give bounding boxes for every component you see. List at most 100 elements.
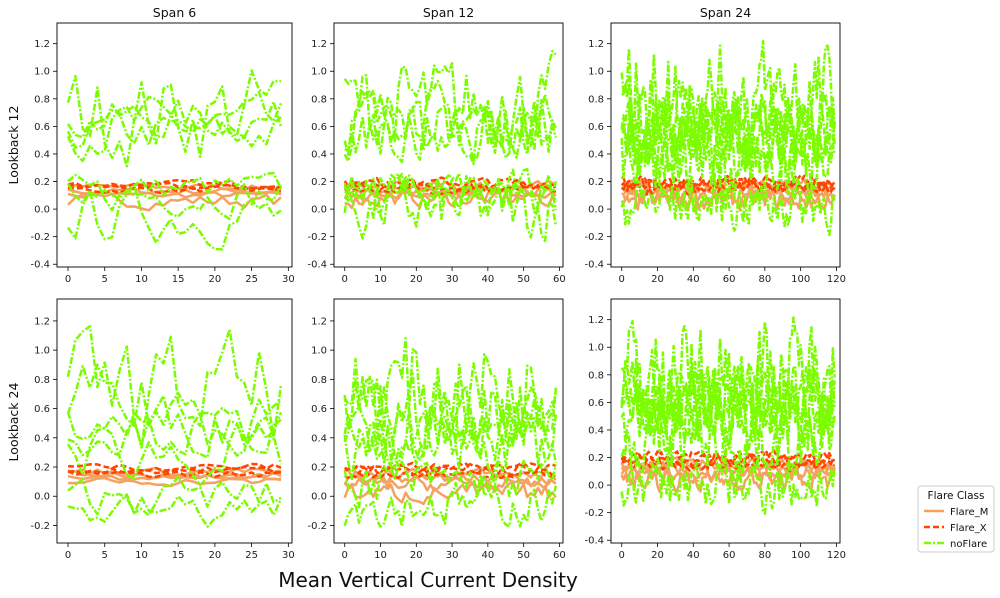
y-tick-label: 1.0 xyxy=(588,343,604,354)
y-tick-label: 0.2 xyxy=(34,463,50,474)
x-tick-label: 50 xyxy=(517,274,530,285)
series-line-noflare-5 xyxy=(343,172,558,243)
x-tick-label: 10 xyxy=(374,550,387,561)
x-tick-label: 0 xyxy=(342,550,348,561)
y-tick-label: 1.0 xyxy=(311,346,327,357)
y-tick-label: 0.0 xyxy=(34,205,50,216)
legend-title: Flare Class xyxy=(928,490,985,502)
series-line-noflare-1 xyxy=(620,98,836,174)
x-tick-label: 5 xyxy=(102,550,108,561)
series-line-noflare-6 xyxy=(343,401,558,486)
series-line-noflare-5 xyxy=(343,458,558,509)
y-tick-label: 0.2 xyxy=(34,177,50,188)
y-tick-label: 0.4 xyxy=(34,433,50,444)
series-line-flare-m-3 xyxy=(344,186,557,210)
series-line-noflare-3 xyxy=(66,363,282,457)
series-line-noflare-4 xyxy=(343,475,558,528)
x-tick-label: 25 xyxy=(245,550,258,561)
y-tick-label: 0.0 xyxy=(34,492,50,503)
x-tick-label: 30 xyxy=(446,550,459,561)
x-tick-label: 10 xyxy=(374,274,387,285)
y-tick-label: 1.0 xyxy=(311,67,327,78)
legend-label-flare-m: Flare_M xyxy=(950,507,988,518)
y-tick-label: 0.6 xyxy=(311,404,327,415)
plot-area xyxy=(66,69,283,251)
legend-label-noflare: noFlare xyxy=(950,539,987,550)
y-tick-label: 0.8 xyxy=(34,375,50,386)
series-line-noflare-4 xyxy=(66,171,283,205)
series-line-noflare-2 xyxy=(66,109,282,149)
series-line-noflare-0 xyxy=(343,79,558,164)
y-tick-label: 0.4 xyxy=(34,149,50,160)
series-line-flare-x-2 xyxy=(344,461,557,473)
series-line-flare-x-2 xyxy=(620,449,836,464)
y-tick-label: 1.2 xyxy=(588,315,604,326)
y-tick-label: 0.4 xyxy=(588,425,604,436)
y-tick-label: 0.0 xyxy=(588,481,604,492)
x-tick-label: 100 xyxy=(791,550,810,561)
y-tick-label: 1.0 xyxy=(588,67,604,78)
y-tick-label: 0.6 xyxy=(588,398,604,409)
x-tick-label: 10 xyxy=(135,274,148,285)
axes-frame xyxy=(56,298,293,544)
x-tick-label: 40 xyxy=(687,550,700,561)
panel-0-2: 0 20 40 60 80 100 120 -0.4 -0.2 0.0 0.2 0.4 0.6 0.8 1.… xyxy=(584,5,845,285)
legend: Flare Class Flare_M Flare_X noFlare xyxy=(917,485,995,553)
series-line-noflare-1 xyxy=(343,400,556,469)
x-tick-label: 20 xyxy=(410,274,423,285)
x-tick-label: 120 xyxy=(827,550,846,561)
panel-title: Span 6 xyxy=(153,5,196,20)
y-tick-label: 1.0 xyxy=(34,346,50,357)
axes-frame xyxy=(610,298,841,544)
x-tick-label: 5 xyxy=(102,274,108,285)
x-tick-label: 40 xyxy=(687,274,700,285)
x-tick-label: 15 xyxy=(172,274,185,285)
plot-area xyxy=(343,337,558,528)
y-tick-label: -0.2 xyxy=(584,232,604,243)
y-tick-label: 1.2 xyxy=(311,316,327,327)
x-tick-label: 20 xyxy=(651,274,664,285)
y-tick-label: 0.8 xyxy=(34,94,50,105)
y-tick-label: -0.4 xyxy=(30,260,50,271)
x-tick-label: 0 xyxy=(65,274,71,285)
y-tick-label: 0.6 xyxy=(311,122,327,133)
x-tick-label: 60 xyxy=(553,550,566,561)
x-tick-label: 20 xyxy=(209,550,222,561)
series-line-noflare-4 xyxy=(344,174,558,218)
y-tick-label: -0.2 xyxy=(30,521,50,532)
y-tick-label: 1.2 xyxy=(34,316,50,327)
y-tick-label: -0.2 xyxy=(584,508,604,519)
series-line-noflare-2 xyxy=(66,324,283,449)
series-line-noflare-3 xyxy=(66,69,282,168)
x-tick-label: 80 xyxy=(758,274,771,285)
series-line-noflare-4 xyxy=(620,408,836,481)
series-line-flare-x-2 xyxy=(621,174,836,190)
x-tick-label: 100 xyxy=(791,274,810,285)
x-tick-label: 120 xyxy=(827,274,846,285)
y-tick-label: -0.2 xyxy=(307,232,327,243)
x-tick-label: 10 xyxy=(135,550,148,561)
y-tick-label: 0.8 xyxy=(588,370,604,381)
panel-title: Span 24 xyxy=(700,5,751,20)
row-label-1: Lookback 24 xyxy=(6,383,21,462)
series-line-flare-x-0 xyxy=(621,456,836,473)
series-line-flare-m-2 xyxy=(68,470,282,480)
series-line-noflare-0 xyxy=(66,394,283,459)
y-tick-label: -0.4 xyxy=(584,536,604,547)
x-tick-label: 60 xyxy=(723,550,736,561)
y-tick-label: 0.2 xyxy=(311,177,327,188)
x-tick-label: 0 xyxy=(342,274,348,285)
series-line-flare-x-1 xyxy=(344,178,557,194)
panel-title: Span 12 xyxy=(423,5,474,20)
y-tick-label: 0.6 xyxy=(34,122,50,133)
y-tick-label: -0.2 xyxy=(30,232,50,243)
y-tick-label: -0.4 xyxy=(307,260,327,271)
x-tick-label: 40 xyxy=(481,550,494,561)
series-line-noflare-3 xyxy=(620,39,836,159)
panel-0-0: 0 5 10 15 20 25 30 -0.4 -0.2 0.0 0.2 0.4 0.6 0.8 1.0 1.… xyxy=(30,5,294,285)
series-line-noflare-1 xyxy=(67,406,282,457)
series-line-noflare-4 xyxy=(67,493,283,528)
y-tick-label: 1.0 xyxy=(34,67,50,78)
series-line-flare-x-2 xyxy=(343,176,557,191)
series-line-noflare-2 xyxy=(620,352,836,434)
